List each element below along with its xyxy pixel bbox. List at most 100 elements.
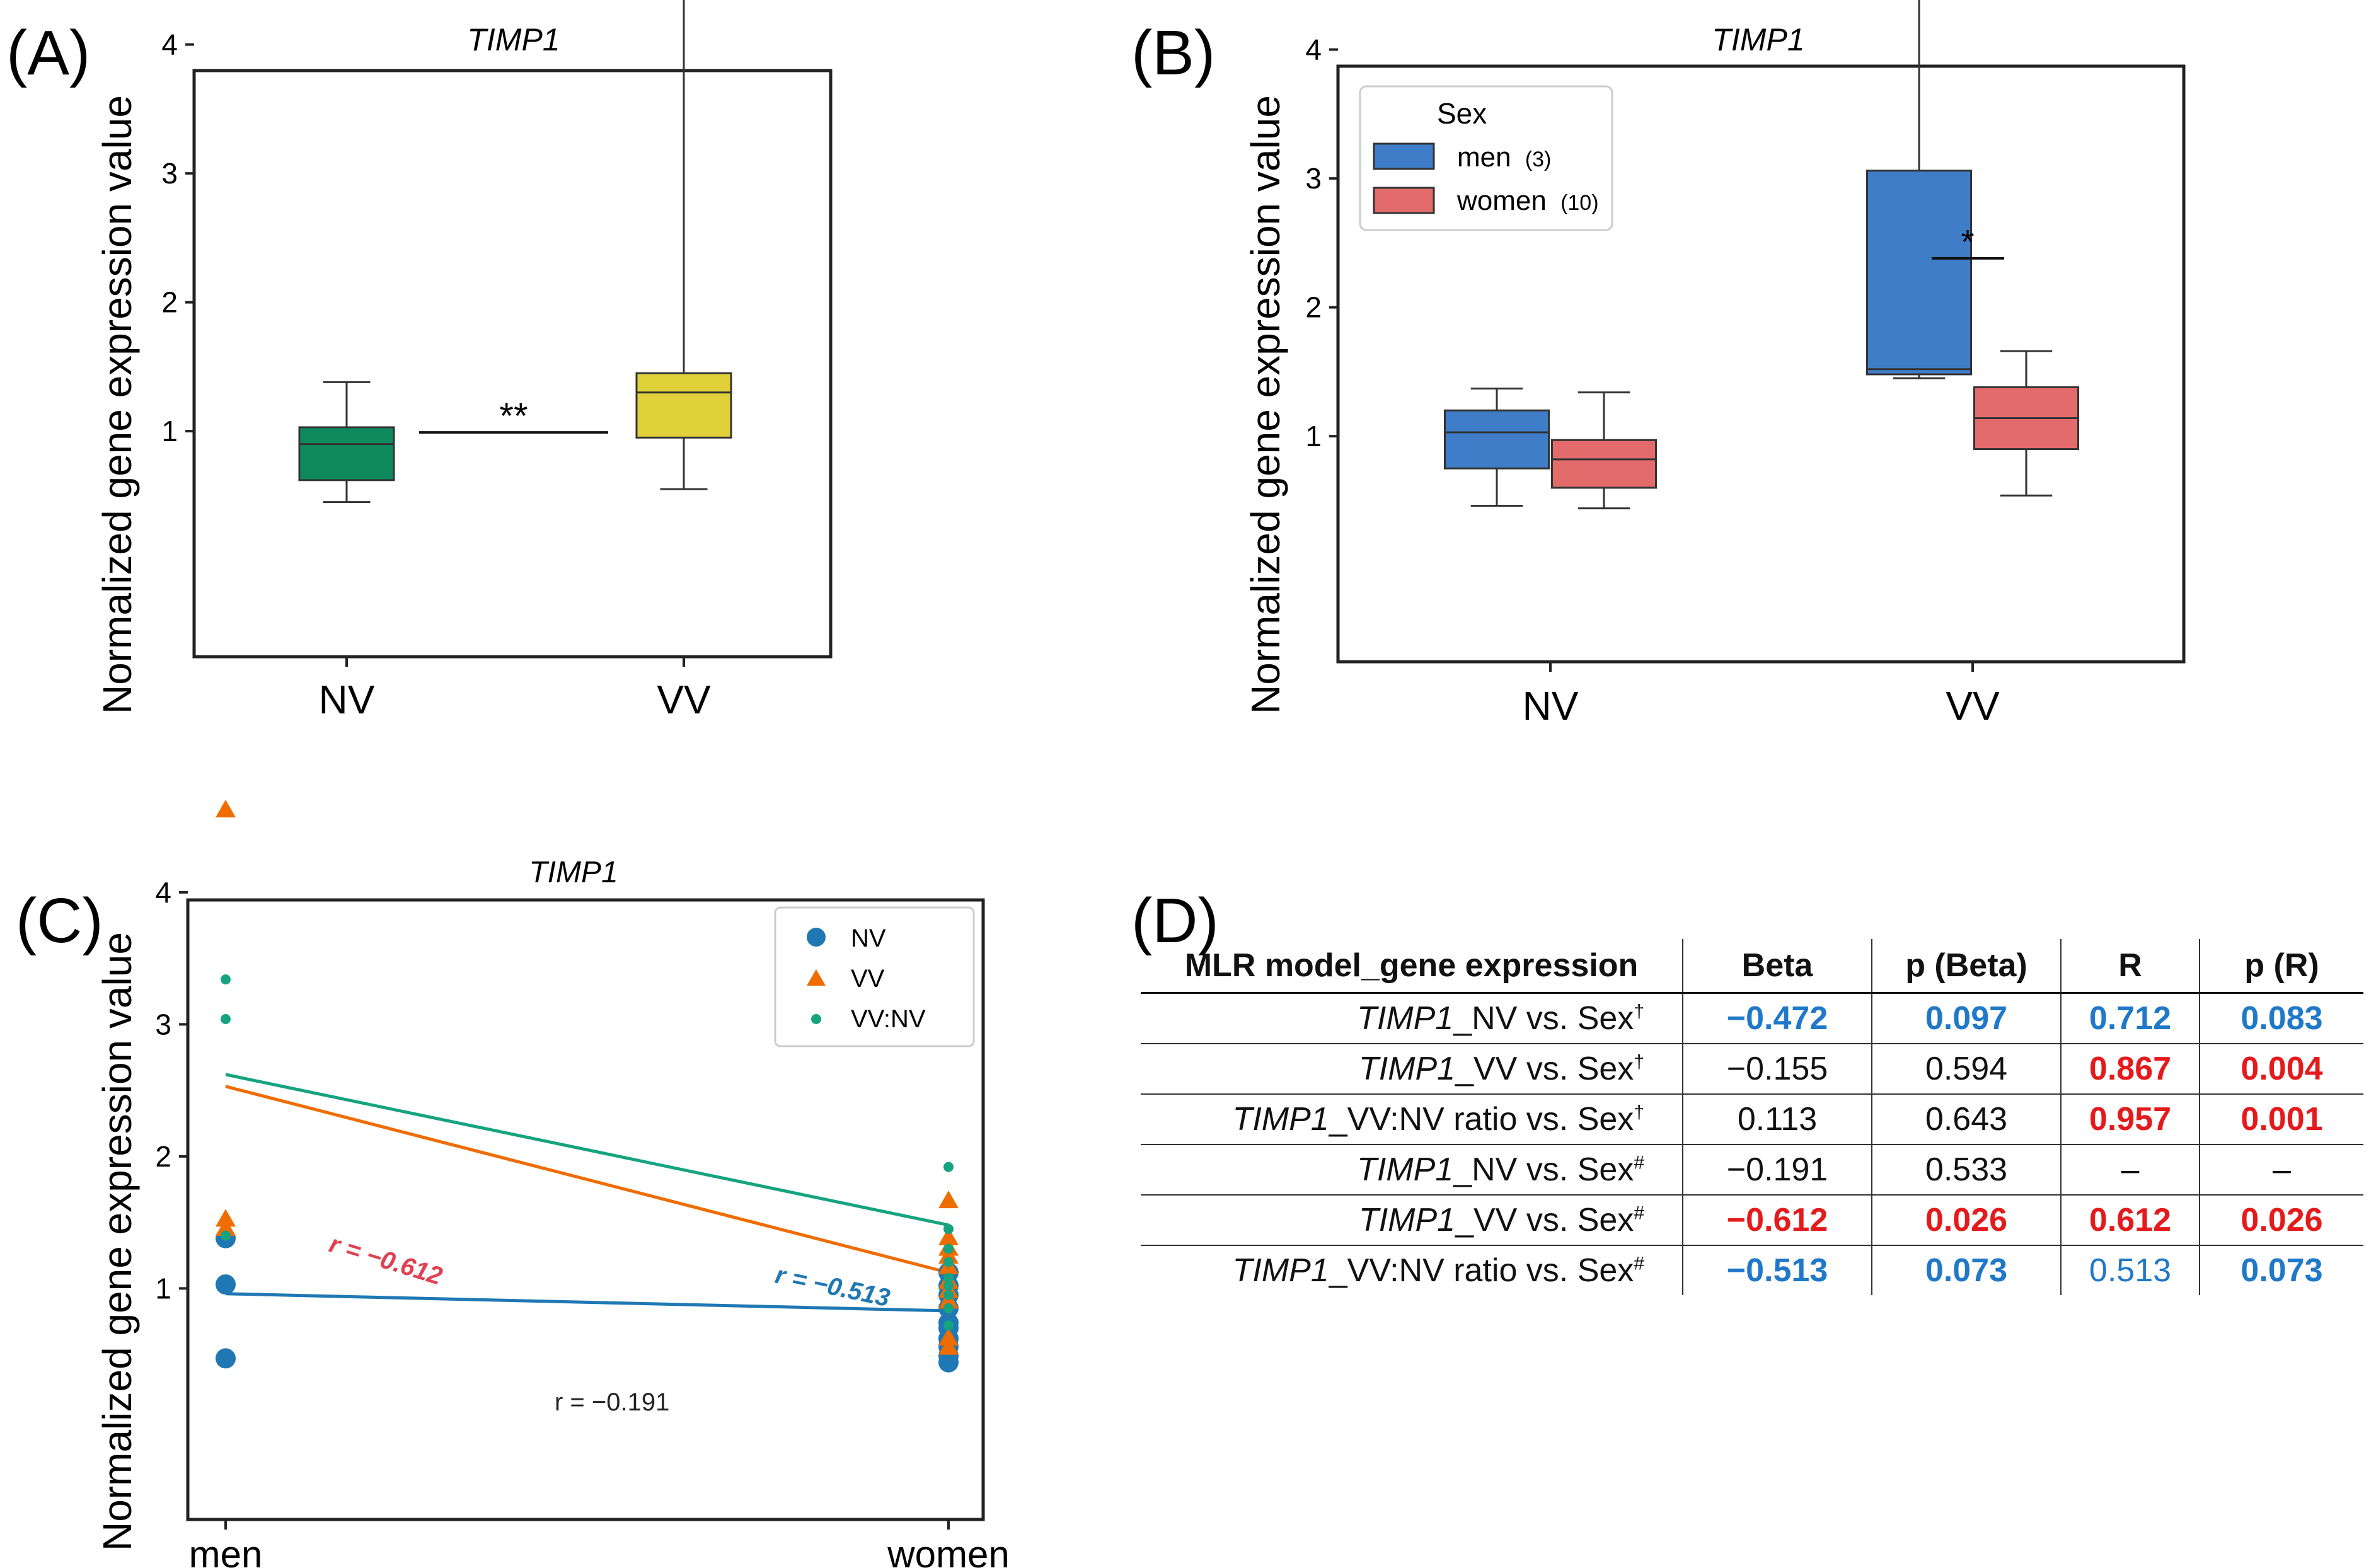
- chart-b-box-men-nv-iqr: [1444, 409, 1550, 470]
- mlr-cell-gene: TIMP1: [1358, 1202, 1456, 1238]
- mlr-cell-model: TIMP1_VV:NV ratio vs. Sex†: [1141, 1094, 1683, 1145]
- mlr-cell-beta: −0.612: [1682, 1195, 1872, 1246]
- mlr-cell-p-r: 0.001: [2199, 1094, 2363, 1145]
- mlr-cell-r: 0.867: [2060, 1044, 2200, 1095]
- mlr-cell-gene: TIMP1: [1358, 1051, 1456, 1087]
- chart-c-xtick-label: men: [189, 1533, 263, 1568]
- mlr-table-row: TIMP1_VV vs. Sex# −0.612 0.026 0.612 0.026: [1141, 1195, 2363, 1246]
- chart-c-ytick-label: 2: [155, 1140, 171, 1173]
- mlr-table-row: TIMP1_VV:NV ratio vs. Sex† 0.113 0.643 0.95…: [1141, 1094, 2363, 1145]
- mlr-cell-r: –: [2060, 1144, 2200, 1196]
- chart-b-box-women-nv: [1551, 391, 1657, 510]
- chart-b-legend-title: Sex: [1437, 97, 1487, 130]
- mlr-table-header-row: MLR model_gene expression Beta p (Beta) …: [1141, 939, 2363, 994]
- chart-c: TIMP1 Normalized gene expression value 1…: [95, 799, 1010, 1568]
- chart-a-xtick-label: VV: [657, 677, 711, 722]
- chart-b-frame: [1336, 64, 2186, 664]
- mlr-cell-footnote-mark: †: [1634, 1001, 1644, 1022]
- chart-c-ytick-label: 4: [155, 876, 171, 909]
- chart-c-point-vv-nv: [221, 1013, 231, 1024]
- chart-c-legend-label-nv: NV: [851, 925, 886, 952]
- chart-b-legend-women-name: women: [1456, 185, 1547, 216]
- chart-a-frame: [192, 69, 833, 659]
- mlr-header-beta: Beta: [1682, 939, 1872, 994]
- mlr-table: MLR model_gene expression Beta p (Beta) …: [1141, 939, 2363, 1295]
- chart-a-box-vv-iqr: [635, 372, 732, 439]
- mlr-cell-beta: −0.513: [1682, 1245, 1872, 1295]
- mlr-cell-gene: TIMP1: [1357, 1000, 1454, 1037]
- mlr-cell-p-beta: 0.073: [1871, 1245, 2061, 1295]
- panel-label-b: (B): [1131, 18, 1215, 88]
- chart-c-xtick-label: women: [887, 1533, 1009, 1568]
- mlr-header-model: MLR model_gene expression: [1141, 939, 1683, 994]
- mlr-cell-model-text: _VV:NV ratio vs. Sex: [1329, 1252, 1634, 1289]
- mlr-cell-p-r: –: [2199, 1144, 2363, 1196]
- chart-b-box-men-vv-iqr: [1866, 170, 1972, 376]
- chart-c-fit-line-vv: [225, 1085, 949, 1274]
- chart-b-significance-label: *: [1961, 223, 1974, 261]
- chart-c-point-vv: [938, 1190, 959, 1209]
- chart-c-ytick-label: 1: [155, 1272, 171, 1305]
- chart-b-ytick-label: 1: [1305, 420, 1322, 453]
- mlr-cell-p-beta: 0.533: [1871, 1144, 2061, 1196]
- mlr-cell-model-text: _NV vs. Sex: [1453, 1151, 1634, 1188]
- mlr-cell-footnote-mark: †: [1634, 1051, 1644, 1073]
- chart-c-legend-marker-vv: [807, 969, 826, 986]
- chart-a-box-nv: [298, 381, 395, 504]
- mlr-table-container: MLR model_gene expression Beta p (Beta) …: [1141, 939, 2363, 1295]
- mlr-cell-footnote-mark: #: [1634, 1152, 1644, 1173]
- chart-b-box-men-vv: [1866, 0, 1972, 379]
- chart-b-legend-women-count: (10): [1560, 191, 1598, 215]
- chart-b-xtick-label: NV: [1523, 683, 1579, 729]
- chart-b-ylabel: Normalized gene expression value: [1243, 95, 1288, 714]
- mlr-cell-model: TIMP1_VV vs. Sex#: [1141, 1195, 1683, 1246]
- mlr-cell-r: 0.957: [2060, 1094, 2200, 1145]
- mlr-cell-footnote-mark: †: [1634, 1102, 1644, 1123]
- mlr-cell-footnote-mark: #: [1634, 1202, 1644, 1224]
- chart-a-title: TIMP1: [467, 22, 560, 57]
- chart-a-significance-label: **: [499, 396, 528, 437]
- chart-c-legend-label-ratio: VV:NV: [851, 1005, 926, 1033]
- mlr-table-row: TIMP1_VV:NV ratio vs. Sex# −0.513 0.073 0.5…: [1141, 1245, 2363, 1295]
- chart-a-box-nv-iqr: [298, 426, 395, 481]
- chart-b: TIMP1 Normalized gene expression value 1…: [1243, 0, 2186, 729]
- chart-c-point-vv-nv: [943, 1320, 954, 1331]
- mlr-cell-beta: −0.191: [1682, 1144, 1872, 1196]
- chart-c-point-vv-nv: [943, 1289, 954, 1300]
- chart-c-point-vv: [938, 1327, 959, 1346]
- chart-c-point-vv-nv: [943, 1272, 954, 1283]
- mlr-cell-p-beta: 0.594: [1871, 1044, 2061, 1095]
- chart-c-point-vv: [938, 1227, 959, 1245]
- mlr-cell-r: 0.712: [2060, 993, 2200, 1044]
- chart-c-point-vv: [216, 1218, 236, 1237]
- chart-c-point-vv-nv: [943, 1257, 954, 1267]
- chart-c-ylabel: Normalized gene expression value: [95, 932, 140, 1551]
- chart-b-box-men-nv: [1444, 387, 1550, 507]
- chart-c-fit-label-nv: r = −0.191: [555, 1388, 669, 1416]
- mlr-header-p-r: p (R): [2199, 939, 2363, 994]
- mlr-table-row: TIMP1_VV vs. Sex† −0.155 0.594 0.867 0.004: [1141, 1044, 2363, 1095]
- chart-c-legend: NV VV VV:NV: [774, 906, 975, 1047]
- chart-b-legend-label-men: men (3): [1457, 142, 1551, 173]
- chart-a-ytick-label: 4: [161, 28, 178, 61]
- chart-c-point-vv: [216, 1209, 236, 1227]
- chart-a-xtick-label: NV: [319, 677, 375, 722]
- mlr-cell-beta: −0.472: [1682, 993, 1872, 1044]
- mlr-cell-model: TIMP1_NV vs. Sex†: [1141, 993, 1683, 1044]
- mlr-cell-beta: 0.113: [1682, 1094, 1872, 1145]
- chart-c-fit-label-ratio: r = −0.513: [773, 1261, 892, 1312]
- chart-c-point-vv: [216, 799, 236, 817]
- chart-c-frame: [186, 898, 985, 1521]
- mlr-cell-model-text: _VV:NV ratio vs. Sex: [1329, 1101, 1634, 1138]
- mlr-cell-model: TIMP1_NV vs. Sex#: [1141, 1144, 1683, 1196]
- chart-b-title: TIMP1: [1712, 22, 1804, 57]
- mlr-cell-beta: −0.155: [1682, 1044, 1872, 1095]
- chart-b-ytick-label: 3: [1305, 162, 1322, 195]
- chart-c-title: TIMP1: [529, 856, 618, 889]
- mlr-cell-model-text: _VV vs. Sex: [1455, 1202, 1634, 1238]
- chart-b-legend: Sex men (3) women (10): [1359, 85, 1613, 231]
- mlr-cell-p-beta: 0.097: [1871, 993, 2061, 1044]
- mlr-cell-footnote-mark: #: [1634, 1253, 1644, 1274]
- chart-c-fit-line-nv: [225, 1292, 949, 1313]
